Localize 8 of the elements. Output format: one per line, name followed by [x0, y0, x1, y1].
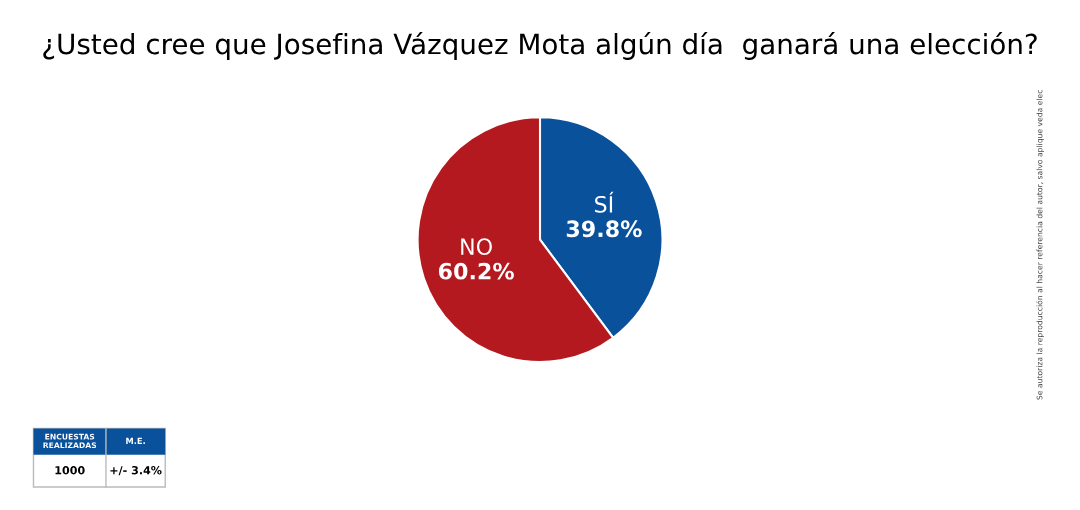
text: +/- 3.4%: [110, 466, 162, 476]
text: 1000: [55, 466, 85, 475]
slice-label: SÍ: [595, 191, 614, 213]
data-label: 60.2%: [438, 262, 514, 280]
slice-label: NO: [461, 238, 492, 256]
text: M.E.: [126, 437, 145, 444]
data-label: 39.8%: [566, 220, 642, 238]
chart-title: ¿Usted cree que Josefina Vázquez Mota algún día ganará una elección?: [43, 31, 1037, 60]
